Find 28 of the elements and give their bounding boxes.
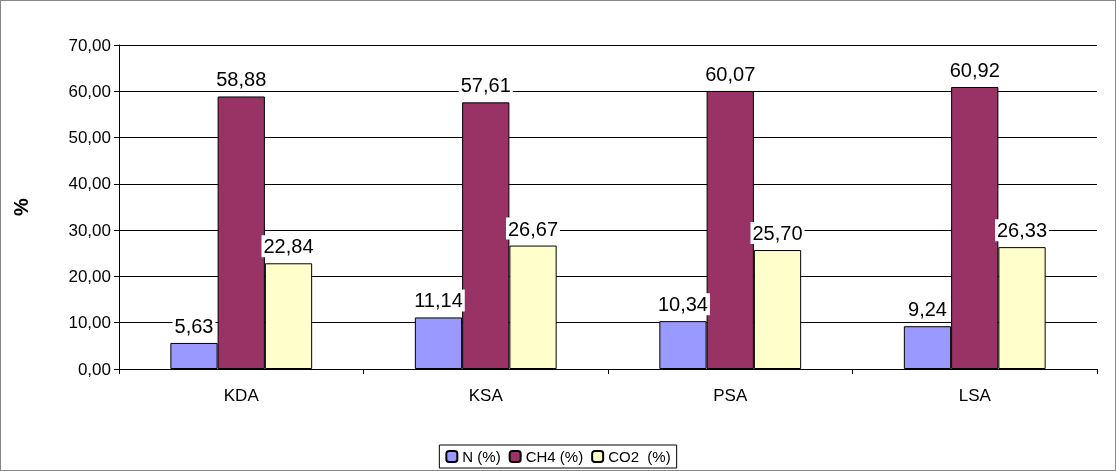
data-label: 57,61 [460,74,511,97]
y-tick-label: 40,00 [68,174,111,194]
y-tick-label: 60,00 [68,81,111,101]
data-label: 26,67 [507,217,559,240]
legend-label: CH4 (%) [525,448,584,465]
data-label: 10,34 [657,293,709,316]
data-label: 60,07 [705,62,756,85]
legend-label: CO2 (%) [608,448,671,465]
y-tick-label: 10,00 [68,313,111,333]
y-tick-label: 0,00 [77,359,111,379]
data-label: 22,84 [263,235,314,258]
data-label: 11,14 [414,289,463,312]
data-label: 26,33 [996,219,1048,242]
x-tick-label: KDA [223,386,260,405]
y-tick-label: 50,00 [68,128,111,148]
data-label: 5,63 [174,314,214,337]
data-label: 9,24 [908,298,947,321]
x-tick-label: PSA [713,386,748,405]
y-tick-label: 30,00 [68,220,111,240]
data-label: 25,70 [752,222,803,245]
y-tick-label: 70,00 [68,35,111,55]
data-label: 58,88 [216,68,267,91]
y-tick-label: 20,00 [68,266,111,286]
x-tick-label: LSA [958,386,992,405]
x-tick-label: KSA [468,386,504,405]
data-label: 60,92 [949,59,1000,82]
y-axis-title: % [10,197,32,216]
legend-label: N (%) [462,448,501,465]
